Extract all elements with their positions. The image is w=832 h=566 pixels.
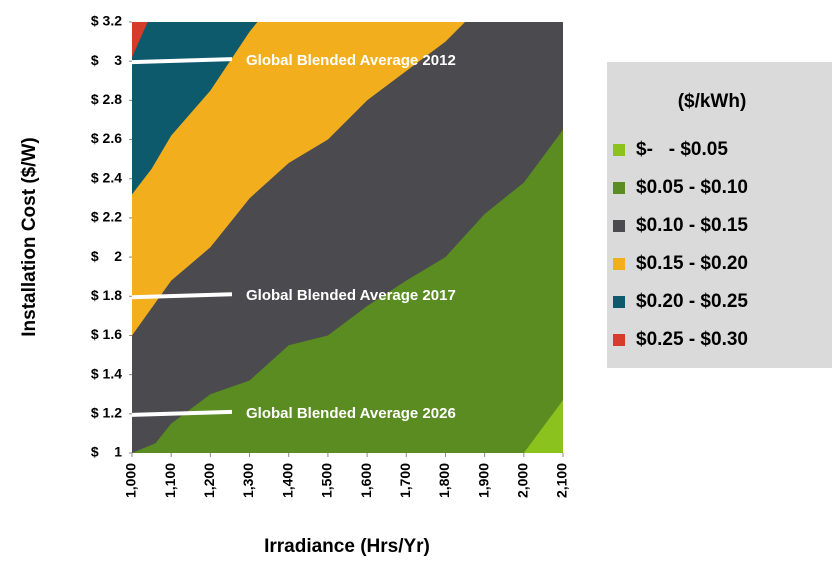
y-tick-label: $ 2 [91,248,122,264]
legend-label: $0.20 - $0.25 [636,291,748,312]
annotation-line [131,409,233,417]
annotation-line [131,57,233,65]
x-tick-label: 1,900 [475,463,491,498]
y-tick-label: $ 1 [91,444,122,460]
band-region [523,400,563,453]
y-axis-title: Installation Cost ($/W) [19,137,40,337]
x-tick-label: 1,800 [436,463,452,498]
legend-swatch [613,334,625,346]
x-tick-label: 1,500 [319,463,335,498]
y-tick-label: $ 1.6 [91,326,122,342]
x-tick-label: 1,200 [201,463,217,498]
y-tick-label: $ 2.6 [91,130,122,146]
x-axis-title: Irradiance (Hrs/Yr) [264,536,430,557]
annotation-text: Global Blended Average 2026 [246,405,456,422]
annotation-line [131,292,233,300]
legend-swatch [613,182,625,194]
y-tick-label: $ 1.4 [91,365,122,381]
x-tick-label: 2,100 [554,463,570,498]
y-tick-label: $ 2.2 [91,209,122,225]
y-tick-label: $ 2.8 [91,91,122,107]
y-tick-label: $ 1.8 [91,287,122,303]
legend-title: ($/kWh) [678,91,747,112]
annotation-text: Global Blended Average 2012 [246,52,456,69]
annotation-text: Global Blended Average 2017 [246,287,456,304]
legend-label: $0.25 - $0.30 [636,329,748,350]
x-tick-label: 1,300 [240,463,256,498]
x-tick-label: 1,700 [397,463,413,498]
x-tick-label: 1,400 [279,463,295,498]
band-region [132,129,563,453]
legend-label: $0.10 - $0.15 [636,215,748,236]
y-tick-label: $ 2.4 [91,169,122,185]
legend-label: $0.05 - $0.10 [636,177,748,198]
legend-label: $- - $0.05 [636,139,728,160]
legend-swatch [613,296,625,308]
x-tick-label: 1,100 [162,463,178,498]
y-tick-label: $ 3 [91,52,122,68]
x-tick-label: 2,000 [515,463,531,498]
y-tick-label: $ 1.2 [91,405,122,421]
legend-swatch [613,258,625,270]
legend-label: $0.15 - $0.20 [636,253,748,274]
x-tick-label: 1,600 [358,463,374,498]
legend-swatch [613,220,625,232]
x-tick-label: 1,000 [123,463,139,498]
y-tick-label: $ 3.2 [91,13,122,29]
legend-box [607,62,832,368]
legend-swatch [613,144,625,156]
